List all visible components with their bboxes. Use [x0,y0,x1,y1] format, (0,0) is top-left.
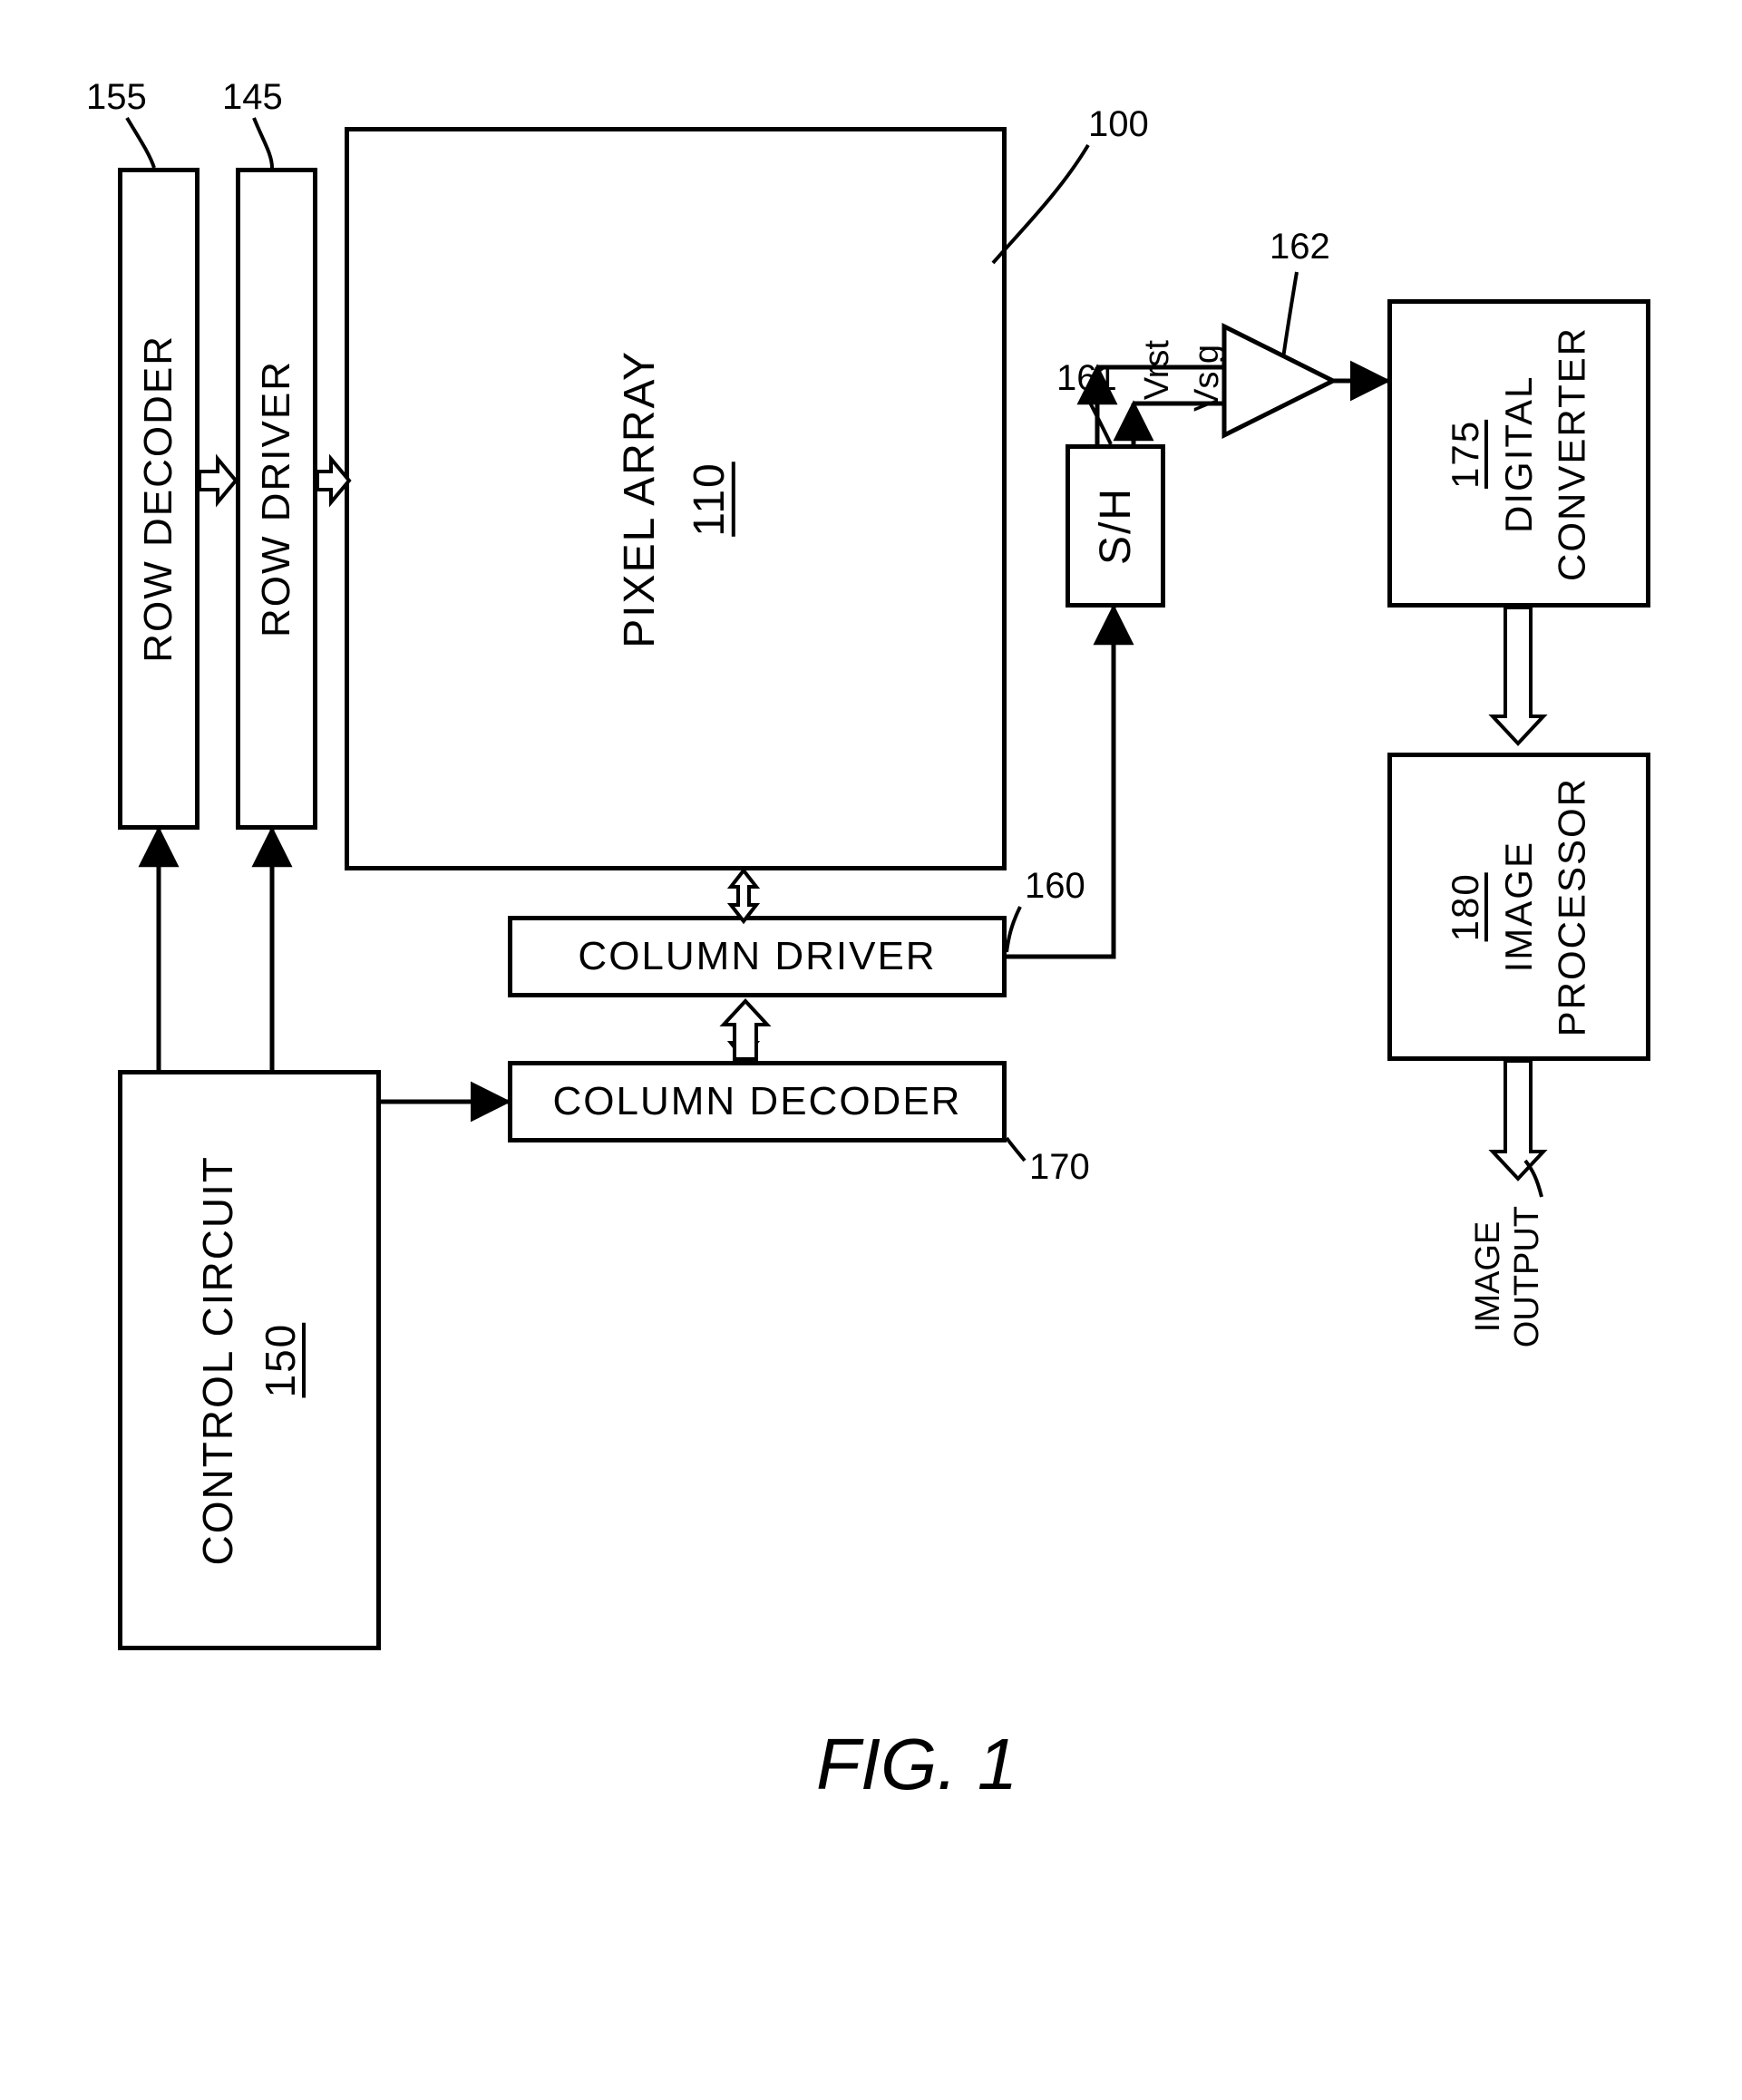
ref-system: 100 [1088,104,1149,145]
ref-amp: 162 [1270,227,1330,267]
diagram-canvas: PIXEL ARRAY 110 ROW DRIVER ROW DECODER C… [0,0,1742,2100]
pixel-array-ref: 110 [686,462,734,537]
digital-converter-label: DIGITAL CONVERTER [1497,326,1593,581]
ref-sh: 161 [1056,358,1117,399]
digital-converter-block: 175 DIGITAL CONVERTER [1387,299,1650,608]
vsig-label: Vsig [1188,345,1227,412]
row-driver-label: ROW DRIVER [254,360,299,637]
pixel-array-block: PIXEL ARRAY 110 [345,127,1007,870]
ref-column-driver: 160 [1025,866,1085,907]
control-circuit-ref: 150 [257,1323,304,1398]
row-decoder-block: ROW DECODER [118,168,200,830]
image-processor-ref: 180 [1444,872,1486,941]
row-driver-block: ROW DRIVER [236,168,317,830]
control-circuit-block: CONTROL CIRCUIT 150 [118,1070,381,1650]
column-decoder-label: COLUMN DECODER [553,1079,962,1124]
digital-converter-ref: 175 [1444,419,1486,488]
ref-row-decoder: 155 [86,77,147,118]
row-decoder-label: ROW DECODER [136,335,181,663]
column-driver-label: COLUMN DRIVER [578,934,936,979]
sample-hold-label: S/H [1091,487,1141,565]
image-processor-block: 180 IMAGE PROCESSOR [1387,753,1650,1061]
column-driver-block: COLUMN DRIVER [508,916,1007,997]
pixel-array-label: PIXEL ARRAY [616,350,664,648]
image-output-label: IMAGE OUTPUT [1469,1206,1547,1347]
figure-label: FIG. 1 [816,1723,1017,1806]
control-circuit-label: CONTROL CIRCUIT [194,1155,241,1566]
ref-column-decoder: 170 [1029,1147,1090,1188]
column-decoder-block: COLUMN DECODER [508,1061,1007,1142]
image-processor-label: IMAGE PROCESSOR [1497,777,1593,1036]
vrst-label: Vrst [1138,340,1177,400]
ref-row-driver: 145 [222,77,283,118]
sample-hold-block: S/H [1066,444,1165,608]
